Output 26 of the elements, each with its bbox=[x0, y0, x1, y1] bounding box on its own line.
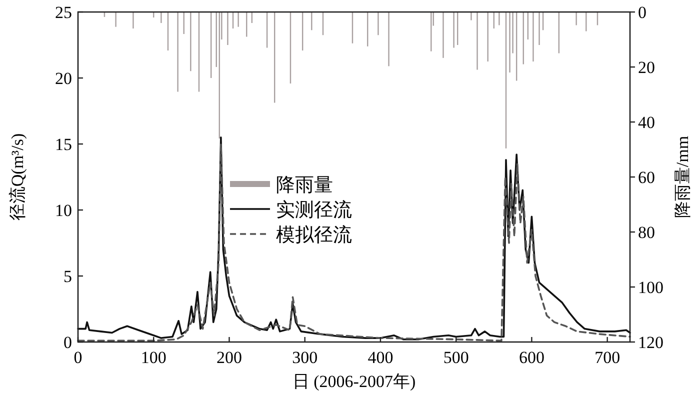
y-tick-label: 20 bbox=[55, 69, 72, 88]
y2-axis-title: 降雨量/mm bbox=[673, 136, 692, 218]
y2-tick-label: 120 bbox=[638, 333, 664, 352]
x-tick-label: 500 bbox=[443, 348, 469, 367]
x-tick-label: 700 bbox=[594, 348, 620, 367]
legend-label: 模拟径流 bbox=[276, 224, 352, 246]
y2-tick-label: 0 bbox=[638, 3, 646, 22]
x-tick-label: 100 bbox=[140, 348, 166, 367]
y2-tick-label: 80 bbox=[638, 223, 655, 242]
y-tick-label: 25 bbox=[55, 3, 72, 22]
y2-tick-label: 60 bbox=[638, 168, 655, 187]
x-tick-label: 300 bbox=[292, 348, 318, 367]
y-tick-label: 5 bbox=[64, 267, 72, 286]
x-tick-label: 600 bbox=[518, 348, 544, 367]
legend-label: 降雨量 bbox=[276, 175, 333, 196]
y-axis-title: 径流Q(m³/s) bbox=[8, 133, 27, 221]
y-tick-label: 10 bbox=[55, 201, 72, 220]
y2-tick-label: 20 bbox=[638, 58, 655, 77]
legend-label: 实测径流 bbox=[276, 199, 352, 221]
x-tick-label: 400 bbox=[368, 348, 394, 367]
y-tick-label: 15 bbox=[55, 135, 72, 154]
y2-tick-label: 40 bbox=[638, 113, 655, 132]
x-tick-label: 200 bbox=[216, 348, 242, 367]
y2-tick-label: 100 bbox=[638, 278, 664, 297]
y-tick-label: 0 bbox=[64, 333, 72, 352]
x-axis-title: 日 (2006-2007年) bbox=[292, 372, 416, 391]
